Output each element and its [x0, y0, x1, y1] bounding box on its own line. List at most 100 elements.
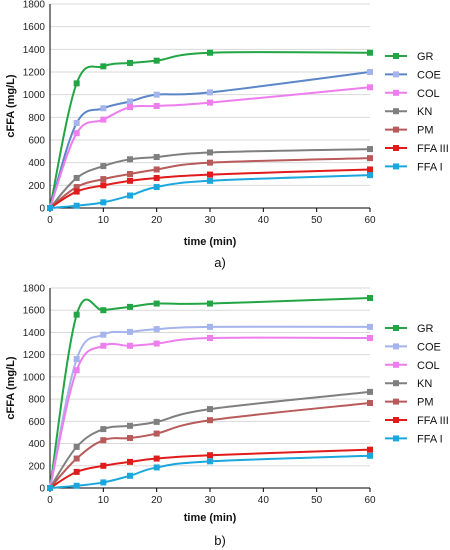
legend-entry: COL [385, 360, 440, 372]
y-tick-label: 1200 [23, 68, 46, 79]
y-tick-label: 0 [39, 204, 45, 215]
data-point [127, 303, 133, 310]
y-tick-label: 1400 [23, 45, 46, 56]
x-axis-title: time (min) [184, 236, 237, 248]
series-col [47, 84, 373, 211]
legend-marker [393, 71, 399, 78]
legend-entry: FFA I [385, 161, 443, 173]
legend-label: PM [417, 397, 434, 409]
legend-label: PM [417, 125, 434, 137]
data-point [153, 326, 160, 333]
data-point [127, 156, 133, 163]
data-point [153, 103, 160, 109]
panel-label: a) [214, 255, 226, 270]
legend-marker [393, 380, 399, 387]
x-tick-label: 30 [204, 215, 216, 226]
y-tick-label: 1800 [23, 0, 46, 11]
data-point [127, 472, 133, 479]
data-point [100, 437, 107, 444]
data-point [127, 59, 133, 66]
data-point [207, 323, 213, 330]
data-point [100, 163, 107, 170]
chart-panel-2: 0 200 400 600 800 1000 1200 1400 1600 1800 0 10 20 30… [5, 284, 449, 549]
legend-label: COE [417, 69, 441, 81]
y-tick-label: 1200 [23, 350, 46, 361]
panel-label: b) [214, 533, 226, 548]
data-point [100, 307, 107, 314]
y-tick-label: 1400 [23, 328, 46, 339]
data-point [100, 63, 107, 70]
data-point [100, 116, 107, 123]
data-point [367, 400, 373, 406]
series-line [49, 51, 371, 209]
legend-marker [393, 343, 399, 350]
legend-label: COL [417, 360, 440, 372]
data-point [367, 155, 373, 162]
y-tick-label: 400 [28, 158, 45, 169]
data-point [153, 418, 160, 425]
data-point [207, 406, 213, 413]
data-point [73, 468, 80, 475]
x-tick-label: 20 [151, 495, 163, 506]
data-point [367, 335, 373, 341]
data-point [127, 192, 133, 199]
y-tick-label: 1000 [23, 90, 46, 101]
data-point [100, 199, 107, 206]
data-point [207, 89, 213, 96]
data-point [100, 182, 107, 189]
legend-marker [393, 145, 399, 151]
data-point [127, 98, 133, 105]
x-tick-label: 30 [204, 495, 216, 506]
y-tick-label: 1600 [23, 22, 46, 33]
data-point [153, 154, 160, 160]
legend-marker [393, 417, 399, 423]
y-tick-label: 600 [28, 417, 45, 428]
data-point [100, 342, 107, 349]
legend-label: FFA III [417, 143, 449, 155]
series-pm [47, 400, 373, 491]
legend-marker [393, 398, 399, 405]
legend-marker [393, 361, 399, 368]
data-point [367, 146, 373, 153]
data-point [73, 311, 80, 318]
data-point [207, 417, 213, 424]
legend-entry: COE [385, 69, 441, 81]
x-axis-title: time (min) [184, 512, 237, 524]
data-point [127, 435, 133, 441]
legend-label: GR [417, 323, 434, 335]
data-point [100, 462, 107, 469]
data-point [73, 482, 80, 489]
data-point [153, 174, 160, 181]
series-gr [47, 49, 373, 211]
series-line [49, 402, 371, 489]
y-tick-label: 400 [28, 439, 45, 450]
legend-entry: COL [385, 88, 440, 100]
x-tick-label: 10 [98, 495, 110, 506]
data-point [100, 479, 107, 486]
legend-marker [393, 163, 399, 170]
data-point [367, 452, 373, 459]
data-point [367, 388, 373, 395]
y-axis-title: cFFA (mg/L) [5, 356, 17, 419]
series-kn [47, 388, 373, 491]
data-point [127, 171, 133, 177]
legend-entry: COE [385, 341, 441, 353]
data-point [367, 323, 373, 330]
data-point [207, 335, 213, 341]
legend-label: KN [417, 378, 432, 390]
x-tick-label: 60 [364, 215, 376, 226]
data-point [207, 452, 213, 459]
data-point [47, 485, 53, 491]
data-point [100, 176, 107, 183]
data-point [47, 205, 53, 211]
data-point [73, 130, 80, 137]
data-point [127, 458, 133, 465]
data-point [73, 443, 80, 450]
legend-marker [393, 325, 399, 331]
data-point [367, 84, 373, 91]
legend-entry: FFA III [385, 415, 449, 427]
chart-panel-1: 0 200 400 600 800 1000 1200 1400 1600 1800 0 10 20 30… [5, 0, 449, 270]
data-point [153, 57, 160, 64]
data-point [207, 177, 213, 184]
